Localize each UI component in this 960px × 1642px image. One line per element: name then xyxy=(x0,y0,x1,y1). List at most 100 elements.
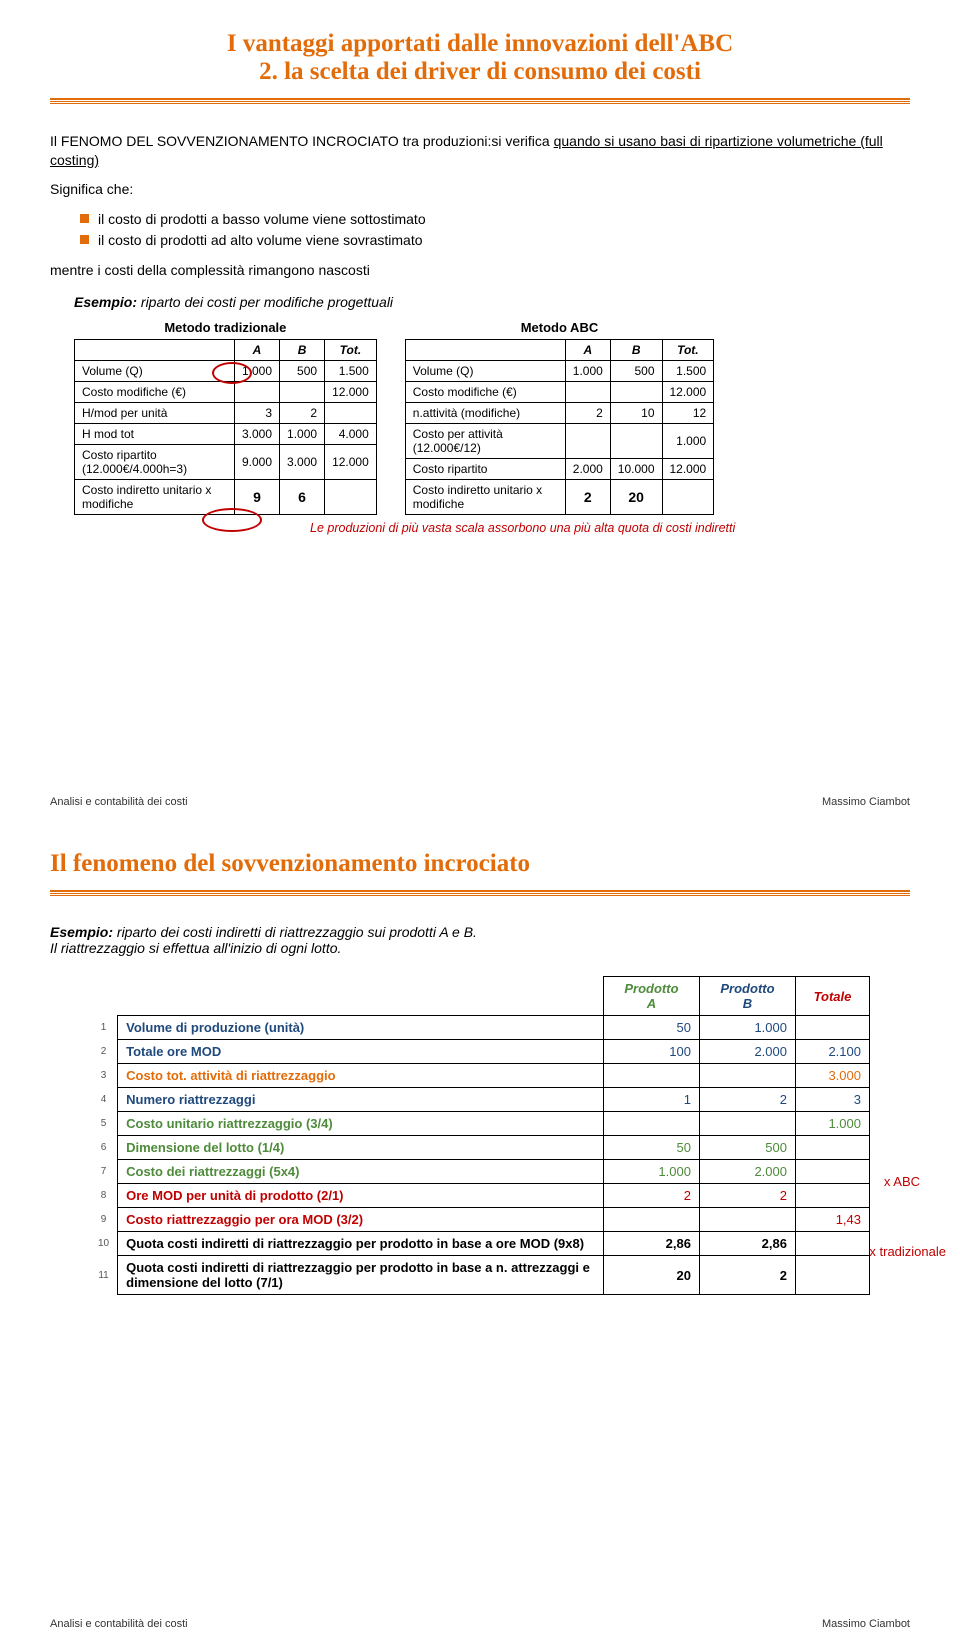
table-cell: 2 xyxy=(699,1088,795,1112)
esempio-l2: Il riattrezzaggio si effettua all'inizio… xyxy=(50,940,341,956)
table-header-cell: A xyxy=(565,339,610,360)
table-abc: Metodo ABC ABTot.Volume (Q)1.0005001.500… xyxy=(405,320,714,515)
table-cell: 1,43 xyxy=(795,1208,869,1232)
table-cell xyxy=(603,1112,699,1136)
table-caption: Metodo tradizionale xyxy=(74,320,377,339)
table-cell xyxy=(603,1064,699,1088)
esempio-l1: riparto dei costi indiretti di riattrezz… xyxy=(117,924,477,940)
table-cell: 3 xyxy=(235,402,280,423)
table-cell: 4.000 xyxy=(325,423,377,444)
divider xyxy=(50,890,910,896)
table-header-cell xyxy=(90,977,118,1016)
table-cell: 500 xyxy=(280,360,325,381)
table-cell: 20 xyxy=(603,1256,699,1295)
table-cell: 6 xyxy=(280,479,325,514)
footer-left: Analisi e contabilità dei costi xyxy=(50,1618,188,1630)
table-cell: 3.000 xyxy=(795,1064,869,1088)
footnote-red: Le produzioni di più vasta scala assorbo… xyxy=(310,521,740,535)
table-cell xyxy=(699,1208,795,1232)
table-cell: 12.000 xyxy=(325,444,377,479)
row-label: n.attività (modifiche) xyxy=(405,402,565,423)
table-cell: 100 xyxy=(603,1040,699,1064)
table-caption: Metodo ABC xyxy=(405,320,714,339)
table-cell: 3.000 xyxy=(235,423,280,444)
table-cell xyxy=(603,1208,699,1232)
row-label: H mod tot xyxy=(75,423,235,444)
row-label: Costo ripartito (12.000€/4.000h=3) xyxy=(75,444,235,479)
row-desc: Ore MOD per unità di prodotto (2/1) xyxy=(118,1184,604,1208)
table-cell: 2,86 xyxy=(699,1232,795,1256)
row-number: 2 xyxy=(90,1040,118,1064)
bullet-list: il costo di prodotti a basso volume vien… xyxy=(80,209,910,251)
side-label-abc: x ABC xyxy=(884,1174,920,1189)
table-cell: 20 xyxy=(610,479,662,514)
table-header-cell: Tot. xyxy=(662,339,714,360)
title-line1: I vantaggi apportati dalle innovazioni d… xyxy=(227,30,733,57)
row-number: 5 xyxy=(90,1112,118,1136)
row-number: 10 xyxy=(90,1232,118,1256)
row-label: Volume (Q) xyxy=(405,360,565,381)
intro-pre: Il FENOMO DEL SOVVENZIONAMENTO INCROCIAT… xyxy=(50,133,554,149)
table-cell: 2.000 xyxy=(699,1040,795,1064)
table-header-cell xyxy=(75,339,235,360)
table-cell xyxy=(795,1160,869,1184)
row-desc: Costo unitario riattrezzaggio (3/4) xyxy=(118,1112,604,1136)
row-number: 6 xyxy=(90,1136,118,1160)
row-desc: Costo riattrezzaggio per ora MOD (3/2) xyxy=(118,1208,604,1232)
table-header-cell xyxy=(405,339,565,360)
table-cell: 2,86 xyxy=(603,1232,699,1256)
table-cell: 3.000 xyxy=(280,444,325,479)
divider xyxy=(50,98,910,104)
table-cell xyxy=(795,1256,869,1295)
row-desc: Quota costi indiretti di riattrezzaggio … xyxy=(118,1256,604,1295)
table-cell: 12 xyxy=(662,402,714,423)
table-cell: 1.000 xyxy=(280,423,325,444)
table-cell: 500 xyxy=(699,1136,795,1160)
table-cell xyxy=(325,479,377,514)
table-header-cell: Tot. xyxy=(325,339,377,360)
row-number: 9 xyxy=(90,1208,118,1232)
table-cell: 50 xyxy=(603,1016,699,1040)
table-cell: 2 xyxy=(699,1256,795,1295)
row-desc: Dimensione del lotto (1/4) xyxy=(118,1136,604,1160)
footer-right: Massimo Ciambot xyxy=(822,1618,910,1630)
table-cell: 1 xyxy=(603,1088,699,1112)
table-cell: 2.100 xyxy=(795,1040,869,1064)
table-main: ProdottoAProdottoBTotale1Volume di produ… xyxy=(90,976,870,1295)
row-label: Costo modifiche (€) xyxy=(75,381,235,402)
table-cell xyxy=(795,1016,869,1040)
table-cell: 10.000 xyxy=(610,458,662,479)
row-label: Costo modifiche (€) xyxy=(405,381,565,402)
side-label-trad: x tradizionale xyxy=(869,1244,946,1259)
table-cell xyxy=(662,479,714,514)
esempio-block: Esempio: riparto dei costi indiretti di … xyxy=(50,924,910,956)
row-number: 3 xyxy=(90,1064,118,1088)
table-traditional: Metodo tradizionale ABTot.Volume (Q)1.00… xyxy=(74,320,377,515)
mentre-text: mentre i costi della complessità rimango… xyxy=(50,261,910,280)
row-label: Costo ripartito xyxy=(405,458,565,479)
slide-footer: Analisi e contabilità dei costi Massimo … xyxy=(50,1618,910,1630)
table-cell: 2.000 xyxy=(699,1160,795,1184)
table-cell: 2 xyxy=(603,1184,699,1208)
esempio-text: riparto dei costi per modifiche progettu… xyxy=(141,294,393,310)
bullet-item: il costo di prodotti a basso volume vien… xyxy=(80,209,910,230)
table-cell: 2 xyxy=(565,402,610,423)
row-number: 1 xyxy=(90,1016,118,1040)
footer-right: Massimo Ciambot xyxy=(822,796,910,808)
table-header-cell: Totale xyxy=(795,977,869,1016)
esempio-label: Esempio: xyxy=(74,294,137,310)
significa-label: Significa che: xyxy=(50,180,910,199)
row-desc: Numero riattrezzaggi xyxy=(118,1088,604,1112)
bullet-item: il costo di prodotti ad alto volume vien… xyxy=(80,230,910,251)
slide-title: Il fenomeno del sovvenzionamento incroci… xyxy=(50,850,910,878)
table-cell: 1.000 xyxy=(603,1160,699,1184)
table-cell xyxy=(565,381,610,402)
table-cell: 2 xyxy=(699,1184,795,1208)
table-cell: 3 xyxy=(795,1088,869,1112)
table-header-cell: B xyxy=(610,339,662,360)
row-label: Costo indiretto unitario x modifiche xyxy=(75,479,235,514)
table-cell: 10 xyxy=(610,402,662,423)
table-cell: 2 xyxy=(280,402,325,423)
table-cell: 1.000 xyxy=(795,1112,869,1136)
title-line2: 2. la scelta dei driver di consumo dei c… xyxy=(259,58,701,85)
